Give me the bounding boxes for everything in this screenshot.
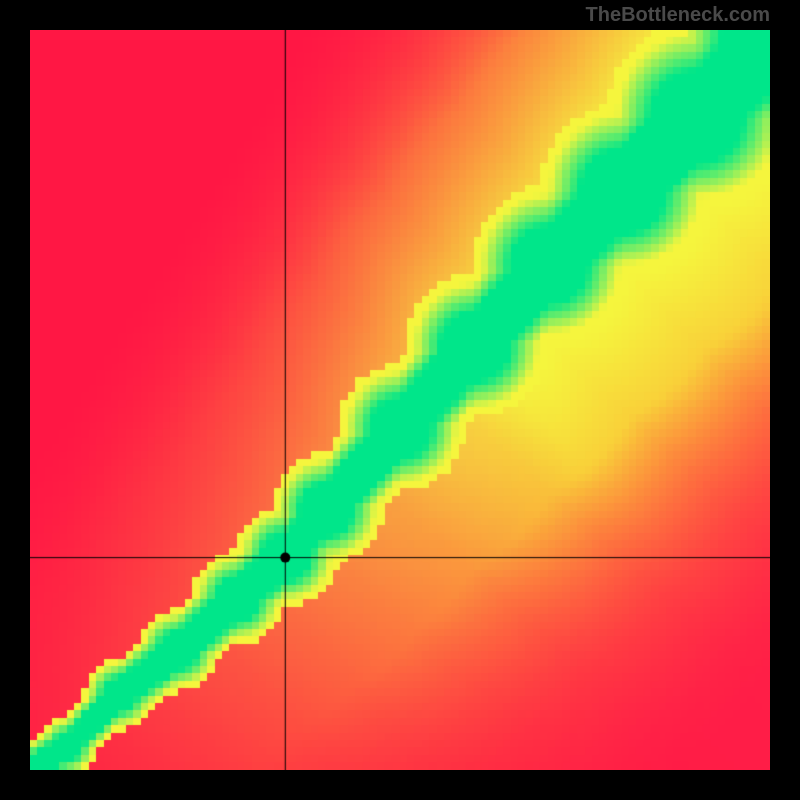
chart-container: TheBottleneck.com	[0, 0, 800, 800]
heatmap-canvas	[30, 30, 770, 770]
watermark-text: TheBottleneck.com	[586, 4, 770, 27]
plot-area	[30, 30, 770, 770]
